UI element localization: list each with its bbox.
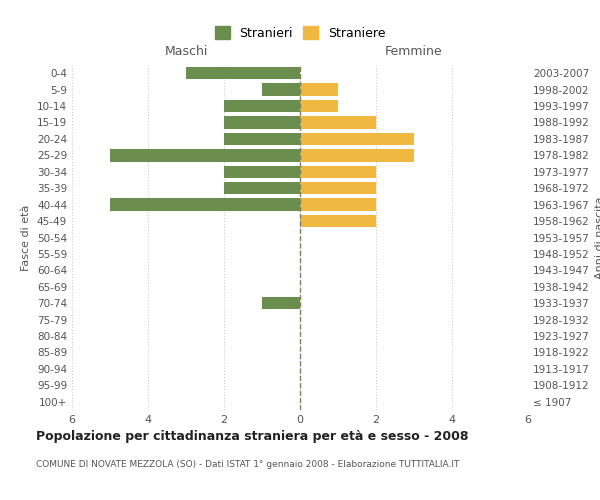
- Bar: [300, 149, 414, 162]
- Y-axis label: Fasce di età: Fasce di età: [22, 204, 31, 270]
- Bar: [300, 166, 376, 178]
- Text: Femmine: Femmine: [385, 45, 443, 58]
- Bar: [300, 133, 414, 145]
- Bar: [300, 215, 376, 227]
- Bar: [300, 84, 338, 96]
- Bar: [300, 100, 338, 112]
- Bar: [224, 166, 300, 178]
- Bar: [300, 198, 376, 211]
- Text: Popolazione per cittadinanza straniera per età e sesso - 2008: Popolazione per cittadinanza straniera p…: [36, 430, 469, 443]
- Bar: [262, 297, 300, 310]
- Bar: [300, 182, 376, 194]
- Bar: [110, 198, 300, 211]
- Bar: [224, 182, 300, 194]
- Bar: [300, 116, 376, 128]
- Bar: [186, 67, 300, 80]
- Bar: [224, 100, 300, 112]
- Bar: [262, 84, 300, 96]
- Y-axis label: Anni di nascita: Anni di nascita: [595, 196, 600, 279]
- Bar: [224, 116, 300, 128]
- Bar: [110, 149, 300, 162]
- Text: COMUNE DI NOVATE MEZZOLA (SO) - Dati ISTAT 1° gennaio 2008 - Elaborazione TUTTIT: COMUNE DI NOVATE MEZZOLA (SO) - Dati IST…: [36, 460, 460, 469]
- Bar: [224, 133, 300, 145]
- Legend: Stranieri, Straniere: Stranieri, Straniere: [215, 26, 386, 40]
- Text: Maschi: Maschi: [164, 45, 208, 58]
